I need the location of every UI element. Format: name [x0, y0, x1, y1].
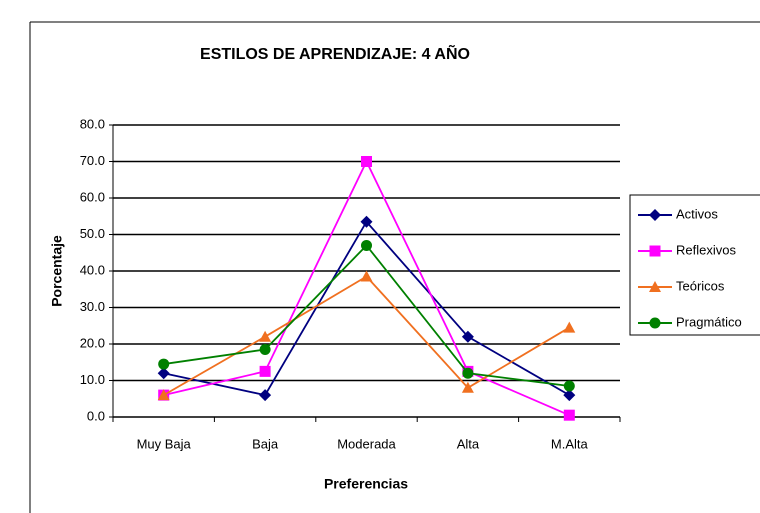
y-tick-label: 50.0: [80, 226, 105, 241]
legend-label: Pragmático: [676, 314, 742, 329]
marker: [259, 365, 271, 377]
marker: [361, 239, 372, 251]
y-tick-label: 40.0: [80, 262, 105, 277]
marker: [259, 343, 271, 355]
marker: [157, 389, 170, 401]
x-tick-label: M.Alta: [551, 436, 589, 451]
y-axis-title: Porcentaje: [49, 235, 65, 307]
x-tick-label: Muy Baja: [137, 436, 192, 451]
x-tick-label: Moderada: [337, 436, 396, 451]
x-axis-title: Preferencias: [324, 476, 408, 492]
marker: [361, 156, 372, 167]
y-tick-label: 0.0: [87, 408, 105, 423]
y-tick-label: 20.0: [80, 335, 105, 350]
y-tick-label: 10.0: [80, 372, 105, 387]
marker: [563, 321, 576, 333]
legend-label: Reflexivos: [676, 242, 736, 257]
marker: [157, 367, 170, 380]
series-line: [163, 159, 570, 417]
marker: [360, 270, 373, 282]
legend-marker: [649, 209, 661, 221]
marker: [461, 330, 474, 343]
y-tick-label: 30.0: [80, 299, 105, 314]
y-tick-label: 70.0: [80, 153, 105, 168]
legend-marker: [649, 317, 661, 329]
x-tick-label: Baja: [252, 436, 279, 451]
marker: [563, 380, 575, 392]
series-line: [163, 275, 570, 396]
legend-box: [629, 194, 760, 336]
chart-title: ESTILOS DE APRENDIZAJE: 4 AÑO: [200, 43, 470, 63]
marker: [259, 389, 272, 402]
marker: [360, 215, 373, 228]
marker: [563, 389, 576, 402]
x-tick-label: Alta: [457, 436, 480, 451]
legend-marker: [649, 245, 661, 257]
legend-label: Activos: [676, 206, 718, 221]
legend-marker: [649, 281, 661, 292]
marker: [158, 358, 170, 370]
marker: [462, 367, 474, 379]
marker: [461, 381, 474, 393]
y-tick-label: 60.0: [80, 189, 105, 204]
y-tick-label: 80.0: [80, 116, 105, 131]
legend-label: Teóricos: [676, 278, 725, 293]
marker: [563, 409, 575, 421]
marker: [259, 330, 272, 342]
series-line: [163, 244, 570, 387]
